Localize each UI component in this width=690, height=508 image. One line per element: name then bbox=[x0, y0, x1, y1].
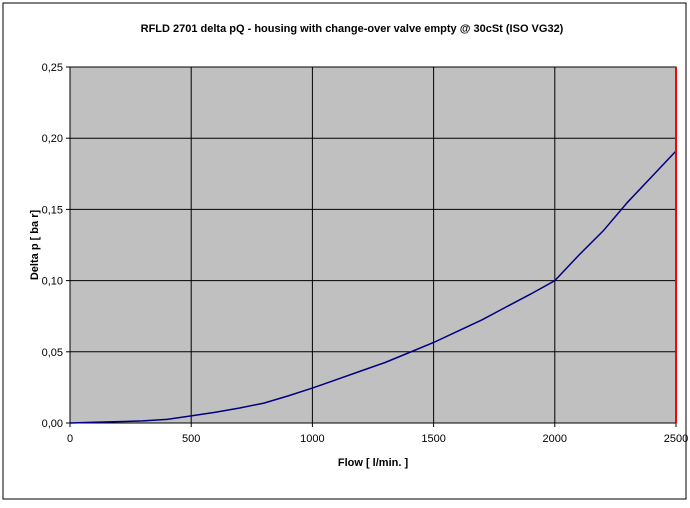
y-axis-label: Delta p [ ba r] bbox=[29, 210, 41, 281]
y-tick-label: 0,10 bbox=[42, 276, 63, 288]
y-tick-label: 0,05 bbox=[42, 347, 63, 359]
x-tick-label: 0 bbox=[67, 433, 73, 445]
x-axis-label: Flow [ l/min. ] bbox=[338, 457, 409, 469]
tick-labels: 0,00 0,05 0,10 0,15 0,20 0,25 0 500 1000 1500 2000… bbox=[42, 62, 689, 445]
y-tick-label: 0,00 bbox=[42, 418, 63, 430]
series-line bbox=[69, 150, 677, 424]
plot-area bbox=[69, 66, 677, 424]
y-tick-label: 0,20 bbox=[42, 133, 63, 145]
chart-title: RFLD 2701 delta pQ - housing with change… bbox=[141, 23, 564, 35]
x-tick-label: 2500 bbox=[664, 433, 688, 445]
x-tick-label: 1500 bbox=[421, 433, 445, 445]
series-layer bbox=[69, 67, 677, 424]
y-tick-label: 0,25 bbox=[42, 62, 63, 74]
grid-lines bbox=[66, 66, 677, 427]
x-tick-label: 2000 bbox=[543, 433, 567, 445]
x-tick-label: 500 bbox=[182, 433, 200, 445]
x-tick-label: 1000 bbox=[300, 433, 324, 445]
y-tick-label: 0,15 bbox=[42, 204, 63, 216]
